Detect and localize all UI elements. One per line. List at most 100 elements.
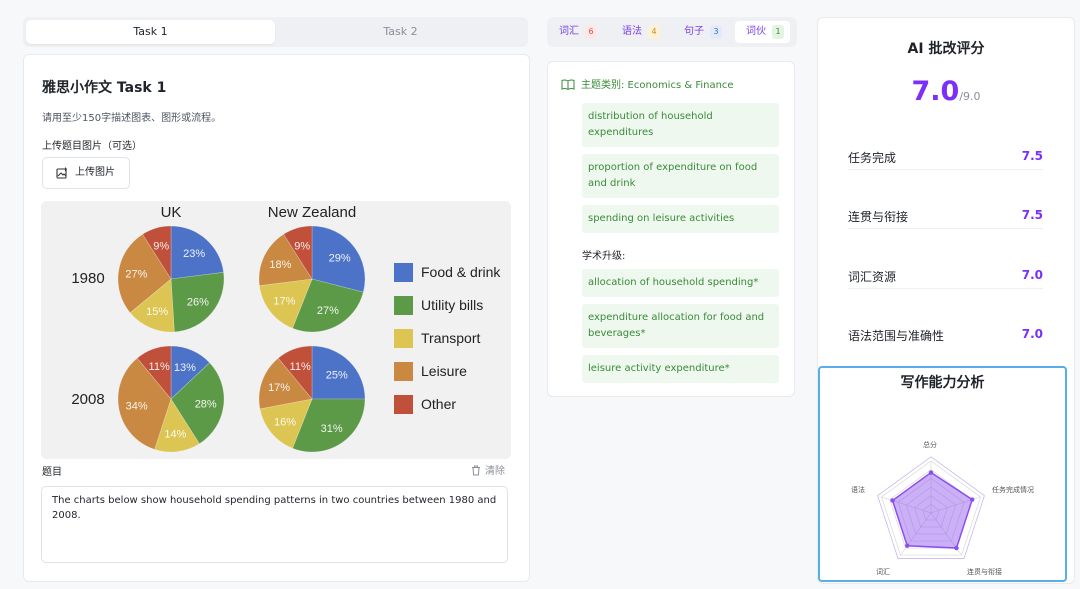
- pie-slice-label: 23%: [183, 248, 205, 260]
- pie-slice-label: 31%: [321, 423, 343, 435]
- radar-axis-label: 语法: [851, 486, 865, 494]
- radar-grid: [881, 460, 981, 556]
- feedback-tabs: 词汇 6 语法 4 句子 3 词伙 1: [547, 17, 797, 47]
- pie-slice: [170, 225, 224, 280]
- radar-axis-label: 任务完成情况: [992, 486, 1034, 494]
- radar-point: [954, 545, 959, 551]
- pie-slice-label: 25%: [326, 369, 348, 381]
- pie-slice-label: 17%: [268, 382, 290, 394]
- pie-slice: [136, 345, 172, 400]
- criterion-row: 词汇资源 7.0: [848, 268, 1043, 289]
- tab-sentences-label: 句子: [684, 26, 704, 37]
- clear-button[interactable]: 清除: [471, 462, 505, 477]
- pie-slice: [311, 345, 366, 400]
- legend-swatch: [394, 263, 413, 282]
- radar-point: [928, 470, 934, 475]
- radar-title: 写作能力分析: [900, 375, 985, 391]
- collocation-item[interactable]: spending on leisure activities: [582, 205, 779, 233]
- pie-slice: [258, 233, 313, 286]
- upload-button-label: 上传图片: [75, 167, 115, 178]
- radar-area: [891, 471, 974, 549]
- task-chart-image: UK New Zealand 1980 2008 23% 26% 15% 27% 9% 29% 27…: [41, 201, 511, 459]
- task-tabs: Task 1 Task 2: [23, 17, 528, 47]
- pie-charts: UK New Zealand 1980 2008 23% 26% 15% 27% 9% 29% 27…: [71, 204, 501, 453]
- academic-upgrade-label: 学术升级:: [582, 251, 626, 262]
- pie-slice: [277, 345, 313, 400]
- pie-slice-label: 26%: [187, 296, 209, 308]
- legend-label: Leisure: [421, 363, 467, 379]
- criterion-row: 任务完成 7.5: [848, 149, 1043, 170]
- topic-category: 主题类别: Economics & Finance: [561, 76, 734, 91]
- legend-label: Utility bills: [421, 297, 483, 313]
- pie-column-label: New Zealand: [268, 204, 356, 221]
- radar-axis-label: 总分: [923, 441, 937, 449]
- tab-sentences-count: 3: [710, 25, 722, 39]
- tab-vocabulary-label: 词汇: [559, 26, 579, 37]
- pie-row-label: 1980: [71, 270, 104, 287]
- topic-category-label: 主题类别: Economics & Finance: [581, 80, 734, 91]
- pie-new-zealand-1980: 29% 27% 17% 18%9%: [258, 225, 366, 333]
- criterion-score: 7.5: [1021, 208, 1043, 222]
- radar-grid: [897, 477, 965, 542]
- criterion-name: 连贯与衔接: [848, 210, 909, 224]
- collocation-item[interactable]: distribution of household expenditures: [582, 103, 779, 147]
- task-title: 雅思小作文 Task 1: [42, 80, 167, 96]
- academic-collocation-item[interactable]: expenditure allocation for food and beve…: [582, 304, 779, 348]
- radar-point: [890, 498, 895, 503]
- tab-vocabulary[interactable]: 词汇 6: [559, 21, 597, 43]
- pie-slice: [311, 225, 366, 293]
- clear-label: 清除: [485, 466, 505, 477]
- overall-score: 7.0/9.0: [818, 76, 1074, 107]
- image-upload-icon: [56, 167, 67, 179]
- legend-label: Food & drink: [421, 264, 501, 280]
- pie-slice-label: 27%: [125, 269, 147, 281]
- tab-grammar-label: 语法: [622, 26, 642, 37]
- pie-slice: [154, 398, 200, 453]
- radar-card: 写作能力分析 总分 任务完成情况 连贯与衔接 词汇 语法: [818, 366, 1067, 582]
- radar-chart: [877, 456, 985, 559]
- academic-collocation-item[interactable]: allocation of household spending*: [582, 269, 779, 297]
- criterion-score: 7.0: [1021, 268, 1043, 282]
- pie-slice-label: 14%: [164, 429, 186, 441]
- tab-task-1[interactable]: Task 1: [26, 20, 275, 44]
- pie-new-zealand-2008: 25% 31% 16% 17%11%: [258, 345, 366, 453]
- upload-image-button[interactable]: 上传图片: [42, 157, 130, 189]
- legend-swatch: [394, 329, 413, 348]
- collocation-item[interactable]: proportion of expenditure on food and dr…: [582, 154, 779, 198]
- criterion-name: 词汇资源: [848, 270, 897, 284]
- pie-column-label: UK: [161, 204, 182, 221]
- legend-swatch: [394, 296, 413, 315]
- criterion-name: 任务完成: [848, 151, 897, 165]
- collocations-card: 主题类别: Economics & Finance distribution o…: [547, 61, 795, 397]
- pie-slice: [258, 357, 313, 410]
- pie-slice-label: 11%: [149, 361, 170, 373]
- tab-task-2[interactable]: Task 2: [383, 25, 418, 38]
- pie-slice: [292, 398, 366, 453]
- tab-collocations-count: 1: [772, 25, 784, 39]
- ai-score-title: AI 批改评分: [907, 41, 985, 57]
- pie-slice-label: 28%: [195, 398, 217, 410]
- prompt-textarea[interactable]: The charts below show household spending…: [41, 486, 508, 563]
- radar-point: [905, 543, 910, 548]
- legend-swatch: [394, 362, 413, 381]
- criterion-row: 语法范围与准确性 7.0: [848, 327, 1043, 347]
- pie-slice-label: 13%: [174, 362, 196, 374]
- radar-grid: [922, 503, 940, 521]
- prompt-label: 题目: [42, 467, 62, 478]
- book-open-icon: [561, 79, 575, 91]
- tab-sentences[interactable]: 句子 3: [684, 21, 722, 43]
- legend-label: Other: [421, 396, 456, 412]
- upload-label: 上传题目图片（可选）: [42, 141, 142, 152]
- tab-vocabulary-count: 6: [585, 25, 597, 39]
- pie-slice: [117, 233, 172, 314]
- tab-collocations-label: 词伙: [746, 26, 766, 37]
- pie-uk-2008: 13% 28% 14% 34% 11%: [117, 345, 225, 453]
- tab-grammar[interactable]: 语法 4: [622, 21, 660, 43]
- tab-collocations[interactable]: 词伙 1: [735, 21, 790, 43]
- academic-collocation-item[interactable]: leisure activity expenditure*: [582, 355, 779, 383]
- pie-slice-label: 15%: [146, 306, 168, 318]
- radar-axis-label: 词汇: [876, 568, 890, 576]
- pie-slice: [129, 278, 175, 333]
- pie-slice: [170, 345, 211, 400]
- radar-outline: [877, 456, 985, 559]
